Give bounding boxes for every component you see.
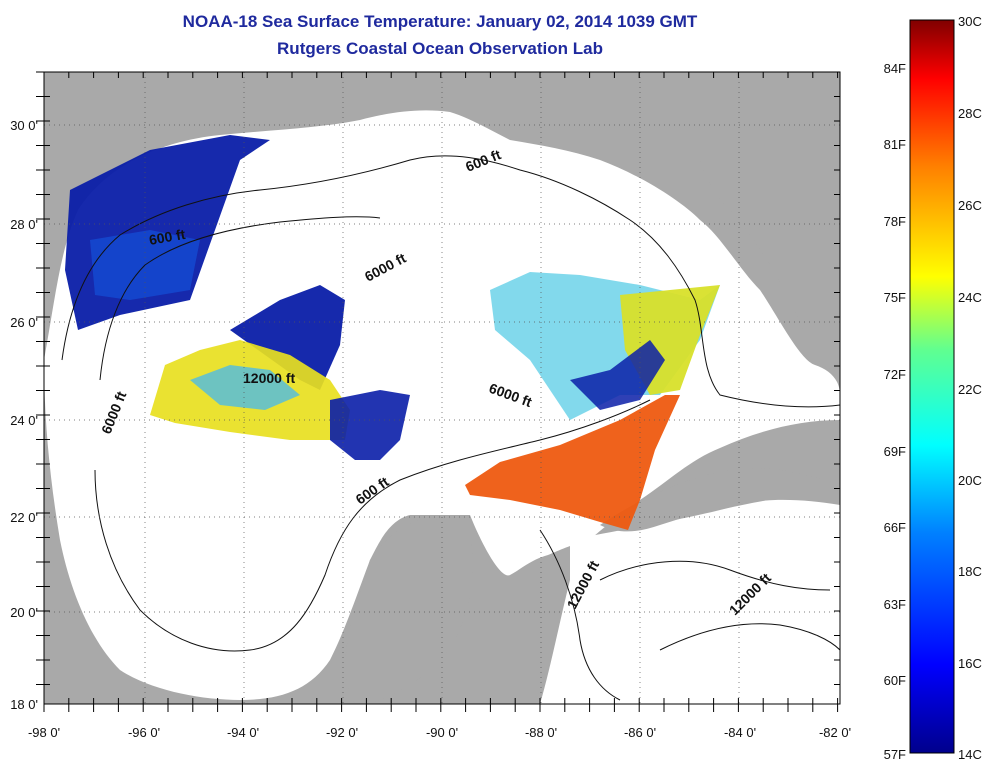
colorbar-f-label: 66F: [884, 520, 906, 535]
sst-warm-loop: [465, 395, 680, 530]
colorbar-f-label: 84F: [884, 61, 906, 76]
map-subtitle: Rutgers Coastal Ocean Observation Lab: [277, 39, 603, 58]
y-tick-label: 18 0': [10, 697, 38, 712]
colorbar-c-label: 16C: [958, 656, 982, 671]
caribbean-water: [540, 490, 840, 704]
colorbar-c-label: 24C: [958, 290, 982, 305]
x-tick-label: -88 0': [525, 725, 557, 740]
bathymetry-contours: [61, 155, 840, 701]
x-tick-label: -86 0': [624, 725, 656, 740]
map-panel[interactable]: 600 ft 6000 ft 600 ft 12000 ft 6000 ft 6…: [44, 72, 840, 704]
x-tick-label: -96 0': [128, 725, 160, 740]
y-tick-label: 26 0': [10, 315, 38, 330]
x-tick-label: -84 0': [724, 725, 756, 740]
colorbar-c-label: 30C: [958, 14, 982, 29]
map-frame: [43, 71, 841, 705]
contour-label: 12000 ft: [243, 370, 295, 386]
colorbar-f-label: 81F: [884, 137, 906, 152]
colorbar-c-label: 18C: [958, 564, 982, 579]
colorbar-gradient: [909, 19, 955, 754]
sst-mid-cold: [330, 390, 410, 460]
contour-label: 600 ft: [148, 226, 187, 248]
map-title: NOAA-18 Sea Surface Temperature: January…: [182, 12, 698, 31]
sst-west-cyan: [190, 365, 300, 410]
y-tick-label: 20 0': [10, 605, 38, 620]
x-tick-label: -92 0': [326, 725, 358, 740]
y-tick-label: 22 0': [10, 510, 38, 525]
colorbar-f-label: 57F: [884, 747, 906, 762]
sst-cold-scatter: [570, 340, 665, 410]
x-tick-label: -82 0': [819, 725, 851, 740]
colorbar-f-label: 72F: [884, 367, 906, 382]
x-tick-label: -90 0': [426, 725, 458, 740]
colorbar-c-label: 28C: [958, 106, 982, 121]
colorbar: 30C 28C 26C 24C 22C 20C 18C 16C 14C 84F …: [884, 14, 982, 762]
sst-swaths: [65, 135, 720, 530]
colorbar-f-label: 60F: [884, 673, 906, 688]
colorbar-f-label: 78F: [884, 214, 906, 229]
colorbar-c-label: 26C: [958, 198, 982, 213]
colorbar-c-label: 22C: [958, 382, 982, 397]
colorbar-c-label: 14C: [958, 747, 982, 762]
colorbar-f-label: 63F: [884, 597, 906, 612]
colorbar-f-label: 75F: [884, 290, 906, 305]
x-tick-label: -98 0': [28, 725, 60, 740]
colorbar-f-label: 69F: [884, 444, 906, 459]
y-tick-label: 30 0': [10, 118, 38, 133]
gulf-water: [44, 110, 840, 700]
x-tick-label: -94 0': [227, 725, 259, 740]
sst-central-cold: [230, 285, 345, 390]
cuba-land: [600, 468, 840, 532]
y-tick-label: 28 0': [10, 217, 38, 232]
florida-land: [700, 72, 840, 371]
y-tick-label: 24 0': [10, 413, 38, 428]
colorbar-c-label: 20C: [958, 473, 982, 488]
graticule: [44, 72, 840, 704]
